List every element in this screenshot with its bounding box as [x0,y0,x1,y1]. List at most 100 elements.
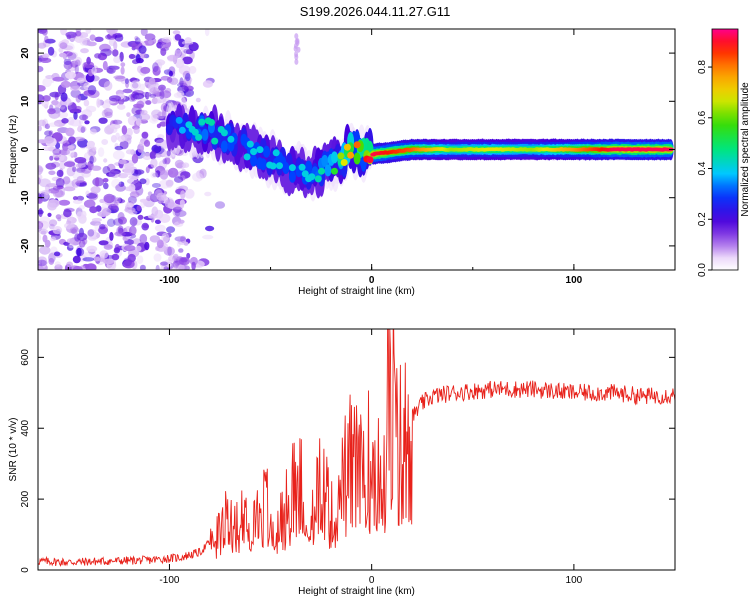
noise-blob [178,38,186,48]
noise-blob [66,261,73,268]
noise-blob [44,136,54,144]
noise-blob [76,77,85,84]
snr-frame [37,328,676,571]
noise-blob [108,37,116,47]
noise-blob [120,79,131,85]
noise-blob [118,173,129,179]
ridge-core-4 [276,162,283,170]
ridge-core-4 [298,163,306,171]
noise-blob [160,261,168,266]
noise-blob [89,155,94,164]
noise-blob [102,166,111,175]
noise-blob [47,212,52,217]
noise-blob [48,257,55,265]
noise-blob [89,128,97,135]
colorbar-tick-label: 0.6 [697,110,708,124]
noise-blob [174,176,184,183]
noise-blob [166,226,176,234]
noise-blob [159,90,165,100]
noise-blob [71,179,81,188]
y-tick-label: 10 [20,95,31,107]
noise-blob [143,139,151,147]
noise-blob [108,203,118,210]
noise-blob [191,261,196,270]
noise-blob [72,199,83,205]
noise-blob [128,54,136,59]
snr-series-line [38,329,675,567]
noise-blob [81,170,91,178]
noise-blob [38,119,46,127]
noise-blob [89,34,96,41]
noise-blob [179,199,185,207]
noise-blob [165,180,173,188]
noise-blob [129,191,140,198]
noise-blob [60,104,68,113]
noise-blob [39,57,52,64]
y-axis-label: Frequency (Hz) [8,115,19,184]
noise-blob [86,56,91,65]
noise-blob [89,155,97,164]
noise-blob [167,167,179,178]
noise-blob [109,126,118,134]
ridge-core-4 [227,135,235,143]
ridge-core-4 [340,159,348,166]
noise-blob [63,161,76,168]
noise-blob [54,264,63,270]
noise-blob [44,35,49,44]
noise-blob [64,222,75,230]
noise-blob [151,113,159,122]
noise-blob [66,238,75,244]
ridge-core-3 [220,140,228,153]
ridge-core-3 [250,154,258,167]
noise-blob [71,228,77,235]
noise-blob [120,62,126,67]
noise-blob [152,62,159,73]
ridge-core-4 [343,143,351,151]
noise-blob [41,258,47,268]
noise-blob [60,29,67,36]
noise-blob [144,178,150,186]
noise-blob [54,261,61,267]
noise-blob [147,82,154,93]
noise-blob [55,177,65,188]
noise-blob [114,34,124,42]
noise-blob [146,91,155,98]
noise-blob [128,174,140,180]
noise-blob [86,245,98,253]
ridge-core-3 [331,151,338,164]
noise-blob [99,250,109,259]
noise-blob [180,190,186,200]
noise-blob [87,235,98,241]
noise-blob [38,259,47,267]
noise-blob [186,252,191,259]
noise-blob [170,263,176,270]
noise-blob [132,238,142,245]
noise-blob [82,257,95,262]
noise-blob [67,147,75,157]
noise-blob [68,136,76,144]
noise-blob [128,210,138,215]
noise-blob [68,243,75,249]
noise-blob [148,114,160,124]
noise-blob [74,64,79,74]
noise-blob [185,73,191,82]
y-tick-label: 20 [20,47,31,59]
noise-blob [148,77,156,85]
noise-blob [62,176,71,185]
noise-blob [56,169,64,177]
noise-blob [155,84,160,91]
x-tick-label: 0 [369,275,375,286]
noise-blob [38,177,41,185]
noise-blob [54,101,61,108]
noise-blob [38,65,44,73]
noise-blob [178,219,185,224]
noise-blob [139,198,149,203]
snr-y-axis-label: SNR (10 * v/v) [8,418,19,482]
noise-blob [178,248,184,253]
noise-blob [42,53,50,59]
noise-blob [72,166,77,173]
noise-blob [148,39,153,45]
noise-blob [62,142,69,151]
noise-blob [38,85,46,92]
